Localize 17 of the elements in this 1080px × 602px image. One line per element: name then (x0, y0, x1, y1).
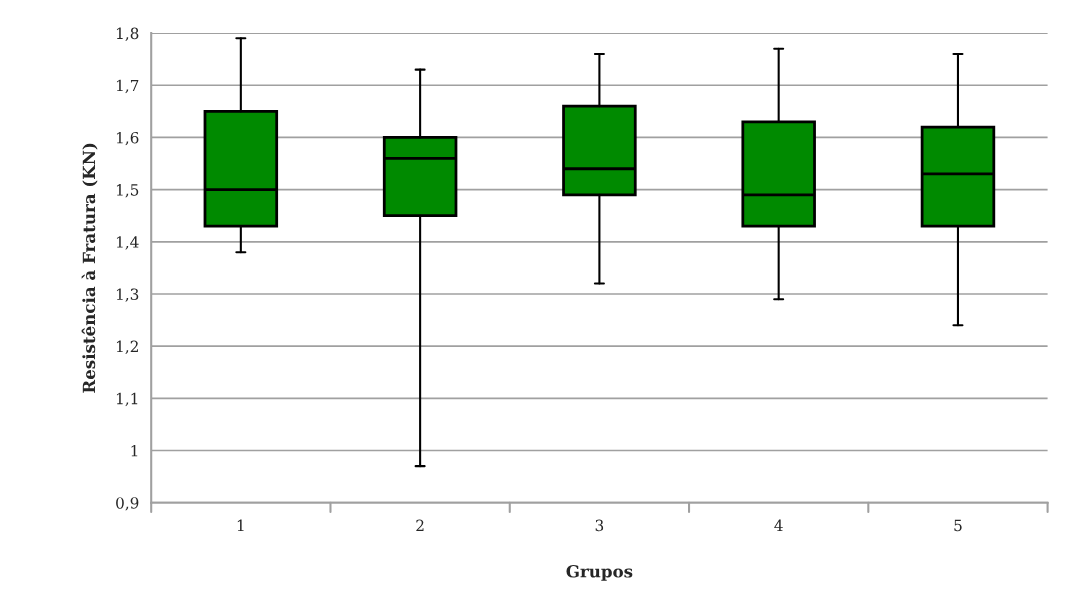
y-axis-title: Resistência à Fratura (KN) (81, 143, 98, 393)
y-tick-label: 0,9 (116, 497, 139, 511)
x-tick-label: 1 (237, 519, 244, 531)
y-tick-label: 1,1 (116, 392, 138, 407)
x-tick-label: 3 (595, 519, 604, 532)
y-tick-label: 1,5 (116, 184, 139, 198)
x-tick-label: 4 (774, 519, 783, 531)
y-tick-label: 1 (131, 444, 138, 457)
y-tick-label: 1,3 (116, 288, 139, 302)
y-tick-label: 1,4 (116, 236, 139, 250)
x-tick-label: 2 (416, 519, 424, 531)
x-axis-title: Grupos (566, 564, 633, 581)
x-tick-label: 5 (954, 519, 962, 532)
y-tick-label: 1,6 (116, 131, 139, 146)
y-tick-label: 1,8 (116, 27, 139, 41)
y-tick-label: 1,7 (116, 79, 139, 94)
y-tick-label: 1,2 (116, 340, 138, 355)
